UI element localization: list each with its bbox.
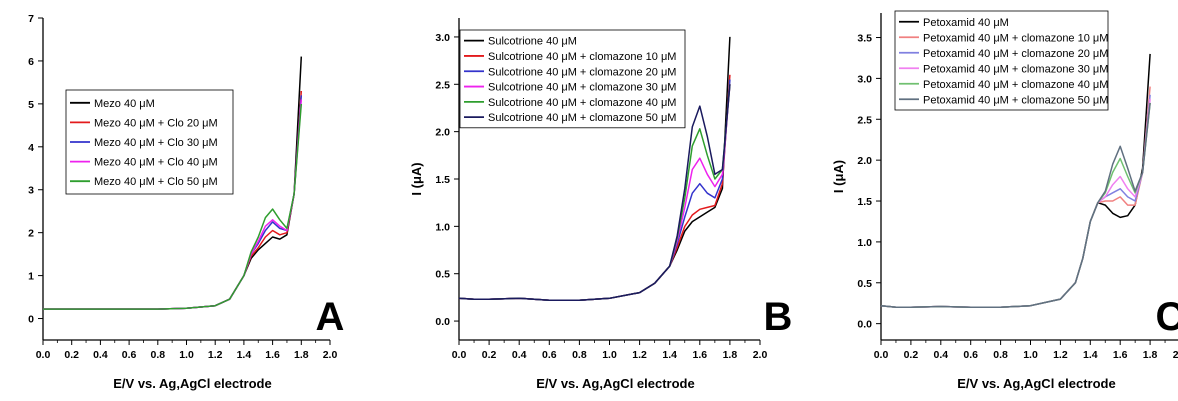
x-tick-label: 0.6 bbox=[122, 349, 137, 361]
legend-label-c-4: Petoxamid 40 μM + clomazone 40 μM bbox=[923, 79, 1108, 91]
y-tick-label: 5 bbox=[28, 99, 34, 111]
legend-label-a-1: Mezo 40 μM + Clo 20 μM bbox=[94, 117, 218, 129]
legend-label-b-3: Sulcotrione 40 μM + clomazone 30 μM bbox=[488, 82, 676, 94]
chart-panel-b: 0.0 0.2 0.4 0.6 0.8 1.0 1.2 1.4 1.6 1.8 2.0 0.0 0.5 1… bbox=[400, 0, 800, 396]
legend-label-c-3: Petoxamid 40 μM + clomazone 30 μM bbox=[923, 63, 1108, 75]
x-tick-label: 1.6 bbox=[692, 349, 707, 361]
x-tick-label: 1.0 bbox=[1023, 349, 1038, 361]
y-tick-label: 0.5 bbox=[435, 269, 450, 281]
series-line-b-5 bbox=[458, 84, 731, 301]
y-tick-label: 1.0 bbox=[857, 237, 872, 249]
x-tick-label: 0.6 bbox=[963, 349, 978, 361]
legend-box-c bbox=[894, 10, 1109, 111]
legend-label-c-2: Petoxamid 40 μM + clomazone 20 μM bbox=[923, 48, 1108, 60]
chart-a-svg: 0.0 0.2 0.4 0.6 0.8 1.0 1.2 1.4 1.6 1.8 2.0 0 1 2 3 4 5 6… bbox=[28, 13, 345, 391]
legend-label-b-5: Sulcotrione 40 μM + clomazone 50 μM bbox=[488, 112, 676, 124]
x-tick-label: 1.6 bbox=[265, 349, 280, 361]
x-tick-label: 1.2 bbox=[632, 349, 647, 361]
y-tick-label: 2.0 bbox=[435, 127, 450, 139]
legend-label-c-1: Petoxamid 40 μM + clomazone 10 μM bbox=[923, 32, 1108, 44]
legend-label-a-2: Mezo 40 μM + Clo 30 μM bbox=[94, 137, 218, 149]
y-tick-label: 3.0 bbox=[435, 32, 450, 44]
panel-letter-a: A bbox=[316, 295, 345, 339]
x-tick-label: 0.8 bbox=[572, 349, 587, 361]
x-tick-label: 0.0 bbox=[452, 349, 467, 361]
y-tick-label: 3.5 bbox=[857, 33, 872, 45]
x-tick-label: 0.4 bbox=[933, 349, 948, 361]
legend-label-b-0: Sulcotrione 40 μM bbox=[488, 36, 577, 48]
x-axis-label-c: E/V vs. Ag,AgCl electrode bbox=[957, 376, 1115, 391]
y-tick-label: 2.5 bbox=[435, 79, 450, 91]
x-tick-label: 2.0 bbox=[753, 349, 768, 361]
y-axis-label-c: I (μA) bbox=[831, 160, 846, 193]
y-tick-label: 1 bbox=[28, 271, 34, 283]
y-tick-label: 0.0 bbox=[857, 319, 872, 331]
chart-c-svg: 0.0 0.2 0.4 0.6 0.8 1.0 1.2 1.4 1.6 1.8 2.0 0.0 0.5 1… bbox=[831, 10, 1178, 391]
legend-label-c-5: Petoxamid 40 μM + clomazone 50 μM bbox=[923, 94, 1108, 106]
x-tick-label: 1.0 bbox=[602, 349, 617, 361]
y-tick-label: 1.5 bbox=[857, 196, 872, 208]
series-line-c-4 bbox=[880, 102, 1151, 309]
series-line-a-4 bbox=[43, 103, 303, 310]
chart-panel-a: 0.0 0.2 0.4 0.6 0.8 1.0 1.2 1.4 1.6 1.8 2.0 0 1 2 3 4 5 6… bbox=[0, 0, 400, 396]
y-tick-label: 2 bbox=[28, 228, 34, 240]
x-tick-label: 1.4 bbox=[237, 349, 252, 361]
series-line-c-1 bbox=[880, 86, 1151, 309]
x-tick-label: 1.4 bbox=[1083, 349, 1098, 361]
x-axis-label-a: E/V vs. Ag,AgCl electrode bbox=[113, 376, 271, 391]
x-tick-label: 2.0 bbox=[323, 349, 338, 361]
x-tick-label: 1.4 bbox=[662, 349, 677, 361]
x-tick-label: 0.2 bbox=[64, 349, 79, 361]
x-tick-label: 0.8 bbox=[150, 349, 165, 361]
x-tick-label: 0.0 bbox=[874, 349, 889, 361]
legend-label-a-0: Mezo 40 μM bbox=[94, 98, 155, 110]
legend-box-a bbox=[65, 89, 234, 195]
x-tick-label: 2.0 bbox=[1173, 349, 1178, 361]
y-tick-label: 3 bbox=[28, 185, 34, 197]
y-tick-label: 7 bbox=[28, 13, 34, 25]
x-tick-label: 0.8 bbox=[993, 349, 1008, 361]
series-line-c-5 bbox=[880, 102, 1151, 309]
legend-label-b-1: Sulcotrione 40 μM + clomazone 10 μM bbox=[488, 51, 676, 63]
x-tick-label: 1.0 bbox=[179, 349, 194, 361]
panel-letter-c: C bbox=[1156, 295, 1178, 339]
legend-label-b-2: Sulcotrione 40 μM + clomazone 20 μM bbox=[488, 66, 676, 78]
legend-label-a-4: Mezo 40 μM + Clo 50 μM bbox=[94, 176, 218, 188]
series-line-c-3 bbox=[880, 98, 1151, 309]
legend-label-c-0: Petoxamid 40 μM bbox=[923, 17, 1009, 29]
x-tick-label: 1.2 bbox=[1053, 349, 1068, 361]
panel-letter-b: B bbox=[764, 295, 793, 339]
y-tick-label: 2.5 bbox=[857, 114, 872, 126]
legend-label-b-4: Sulcotrione 40 μM + clomazone 40 μM bbox=[488, 97, 676, 109]
y-tick-label: 4 bbox=[28, 142, 34, 154]
x-tick-label: 1.8 bbox=[294, 349, 309, 361]
x-tick-label: 0.4 bbox=[93, 349, 108, 361]
x-tick-label: 0.2 bbox=[904, 349, 919, 361]
x-tick-label: 1.8 bbox=[1143, 349, 1158, 361]
x-tick-label: 0.2 bbox=[482, 349, 497, 361]
legend-box-b bbox=[459, 29, 686, 129]
y-tick-label: 1.0 bbox=[435, 221, 450, 233]
y-tick-label: 2.0 bbox=[857, 155, 872, 167]
chart-b-svg: 0.0 0.2 0.4 0.6 0.8 1.0 1.2 1.4 1.6 1.8 2.0 0.0 0.5 1… bbox=[409, 18, 793, 391]
y-tick-label: 0.0 bbox=[435, 316, 450, 328]
x-tick-label: 0.0 bbox=[36, 349, 51, 361]
x-tick-label: 1.2 bbox=[208, 349, 223, 361]
x-axis-label-b: E/V vs. Ag,AgCl electrode bbox=[536, 376, 694, 391]
x-tick-label: 0.6 bbox=[542, 349, 557, 361]
chart-panel-c: 0.0 0.2 0.4 0.6 0.8 1.0 1.2 1.4 1.6 1.8 2.0 0.0 0.5 1… bbox=[800, 0, 1178, 396]
legend-label-a-3: Mezo 40 μM + Clo 40 μM bbox=[94, 157, 218, 169]
y-tick-label: 6 bbox=[28, 56, 34, 68]
y-tick-label: 0.5 bbox=[857, 278, 872, 290]
y-tick-label: 1.5 bbox=[435, 174, 450, 186]
y-tick-label: 3.0 bbox=[857, 73, 872, 85]
x-tick-label: 0.4 bbox=[512, 349, 527, 361]
x-tick-label: 1.6 bbox=[1113, 349, 1128, 361]
y-axis-label-b: I (μA) bbox=[409, 162, 424, 195]
y-tick-label: 0 bbox=[28, 314, 34, 326]
x-tick-label: 1.8 bbox=[723, 349, 738, 361]
